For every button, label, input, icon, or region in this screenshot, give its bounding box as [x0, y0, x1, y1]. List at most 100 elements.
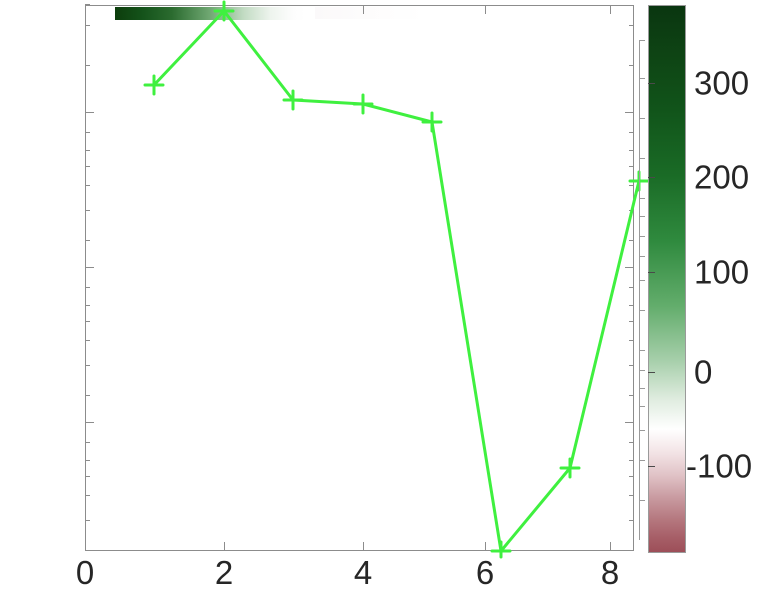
ytick-major-right-1e-1 — [625, 112, 634, 113]
colorbar-label-200: 200 — [694, 158, 750, 196]
axes-border — [85, 5, 634, 551]
ytick-minor-right — [629, 495, 634, 496]
series-line-layer — [143, 0, 650, 559]
ytick-minor-right — [629, 442, 634, 443]
ruler-tick — [640, 236, 645, 237]
colorbar-label-0: 0 — [694, 353, 713, 391]
marker-point-1 — [143, 74, 165, 96]
xtick-top-0 — [85, 5, 86, 14]
ytick-major-1e-2 — [85, 267, 94, 268]
xtick-8 — [610, 542, 611, 551]
ytick-minor-right — [629, 340, 634, 341]
ytick-minor — [85, 210, 90, 211]
ruler-tick — [640, 78, 645, 79]
ytick-major-right-1e-2 — [625, 267, 634, 268]
ytick-minor-right — [629, 321, 634, 322]
ytick-minor-right — [629, 166, 634, 167]
xtick-label-2: 2 — [214, 554, 234, 591]
ruler-tick — [640, 460, 645, 461]
ruler-tick — [640, 388, 645, 389]
xtick-label-6: 6 — [475, 554, 495, 591]
ruler-tick — [640, 198, 645, 199]
ytick-minor — [85, 442, 90, 443]
xtick-top-6 — [485, 5, 486, 14]
secondary-axis-ruler — [639, 40, 645, 540]
ytick-minor-right — [629, 287, 634, 288]
ytick-minor — [85, 520, 90, 521]
xtick-top-8 — [610, 5, 611, 14]
colorbar-label-300: 300 — [694, 64, 750, 102]
ruler-tick — [640, 216, 645, 217]
colorbar-tick-200 — [648, 177, 655, 178]
colorbar[interactable] — [648, 5, 686, 553]
ruler-tick — [640, 256, 645, 257]
ytick-minor-right — [629, 65, 634, 66]
ytick-minor — [85, 185, 90, 186]
ruler-tick — [640, 158, 645, 159]
ruler-tick — [640, 350, 645, 351]
ruler-tick — [640, 406, 645, 407]
colorbar-tick-100 — [648, 272, 655, 273]
ytick-minor — [85, 65, 90, 66]
ytick-minor — [85, 321, 90, 322]
colorbar-gradient — [648, 5, 686, 553]
ytick-minor — [85, 340, 90, 341]
ytick-minor — [85, 460, 90, 461]
marker-point-5 — [421, 111, 443, 133]
xtick-2 — [224, 542, 225, 551]
ytick-minor — [85, 395, 90, 396]
xtick-top-4 — [363, 5, 364, 14]
ytick-minor — [85, 287, 90, 288]
ytick-minor — [85, 132, 90, 133]
ytick-minor-right — [629, 240, 634, 241]
ytick-minor-right — [629, 550, 634, 551]
ytick-minor-right — [629, 150, 634, 151]
ytick-minor-right — [629, 520, 634, 521]
ruler-tick — [640, 280, 645, 281]
colorbar-label--100: -100 — [686, 447, 753, 485]
ytick-minor-right — [629, 25, 634, 26]
series-1-line — [152, 9, 641, 553]
ytick-major-right-1e-3 — [625, 422, 634, 423]
ytick-minor — [85, 550, 90, 551]
ruler-tick — [640, 118, 645, 119]
ytick-minor-right — [629, 395, 634, 396]
ytick-major-1e-3 — [85, 422, 94, 423]
ytick-minor — [85, 495, 90, 496]
ytick-minor — [85, 240, 90, 241]
ytick-minor — [85, 4, 90, 5]
ytick-minor-right — [629, 476, 634, 477]
xtick-0 — [85, 542, 86, 551]
ytick-minor-right — [629, 365, 634, 366]
xtick-label-0: 0 — [75, 554, 95, 591]
ruler-tick — [640, 500, 645, 501]
ytick-minor — [85, 305, 90, 306]
ytick-minor — [85, 476, 90, 477]
ruler-tick — [640, 40, 645, 41]
marker-point-3 — [282, 89, 304, 111]
colorbar-label-100: 100 — [694, 253, 750, 291]
ytick-minor — [85, 166, 90, 167]
ruler-tick — [640, 310, 645, 311]
gradient-overlay-bar — [115, 6, 305, 20]
marker-point-7 — [559, 457, 581, 479]
colorbar-tick-0 — [648, 372, 655, 373]
marker-point-2 — [213, 0, 235, 22]
ytick-minor-right — [629, 460, 634, 461]
ytick-minor — [85, 365, 90, 366]
ytick-minor-right — [629, 305, 634, 306]
marker-point-6 — [490, 540, 512, 559]
marker-point-4 — [352, 93, 374, 115]
ytick-minor — [85, 25, 90, 26]
colorbar-tick--100 — [648, 466, 655, 467]
xtick-label-4: 4 — [353, 554, 373, 591]
xtick-6 — [485, 542, 486, 551]
xtick-label-8: 8 — [600, 554, 620, 591]
colorbar-tick-300 — [648, 83, 655, 84]
gradient-overlay-bar-tail — [315, 6, 425, 19]
ruler-tick — [640, 370, 645, 371]
ytick-major-1e-1 — [85, 112, 94, 113]
xtick-4 — [363, 542, 364, 551]
ruler-tick — [640, 430, 645, 431]
